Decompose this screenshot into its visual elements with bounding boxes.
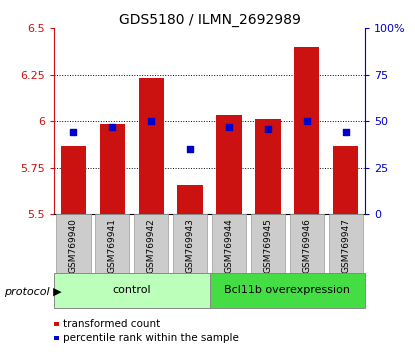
FancyBboxPatch shape	[173, 214, 207, 289]
FancyBboxPatch shape	[290, 214, 324, 289]
FancyBboxPatch shape	[251, 214, 285, 289]
Point	[148, 118, 154, 124]
FancyBboxPatch shape	[329, 214, 363, 289]
Text: control: control	[112, 285, 151, 295]
Point	[303, 118, 310, 124]
Bar	[178, 185, 203, 214]
Text: GSM769945: GSM769945	[264, 218, 272, 273]
Text: protocol ▶: protocol ▶	[4, 287, 62, 297]
FancyBboxPatch shape	[212, 214, 246, 289]
Text: GSM769940: GSM769940	[69, 218, 78, 273]
Text: GSM769947: GSM769947	[341, 218, 350, 273]
Text: transformed count: transformed count	[63, 319, 161, 329]
Text: GSM769942: GSM769942	[147, 218, 156, 273]
Bar	[61, 146, 86, 214]
Bar	[333, 146, 359, 214]
FancyBboxPatch shape	[56, 214, 90, 289]
Bar	[216, 115, 242, 214]
Text: GSM769943: GSM769943	[186, 218, 195, 273]
Point	[226, 124, 232, 130]
Point	[265, 126, 271, 131]
Text: GSM769941: GSM769941	[108, 218, 117, 273]
Bar	[255, 119, 281, 214]
Title: GDS5180 / ILMN_2692989: GDS5180 / ILMN_2692989	[119, 13, 300, 27]
Bar	[294, 47, 320, 214]
FancyBboxPatch shape	[95, 214, 129, 289]
Point	[187, 146, 193, 152]
Text: GSM769946: GSM769946	[303, 218, 311, 273]
Point	[342, 130, 349, 135]
Text: GSM769944: GSM769944	[225, 218, 234, 273]
Bar	[139, 78, 164, 214]
Point	[70, 130, 77, 135]
Text: Bcl11b overexpression: Bcl11b overexpression	[225, 285, 350, 295]
FancyBboxPatch shape	[134, 214, 168, 289]
Text: percentile rank within the sample: percentile rank within the sample	[63, 333, 239, 343]
Bar	[100, 124, 125, 214]
Point	[109, 124, 116, 130]
